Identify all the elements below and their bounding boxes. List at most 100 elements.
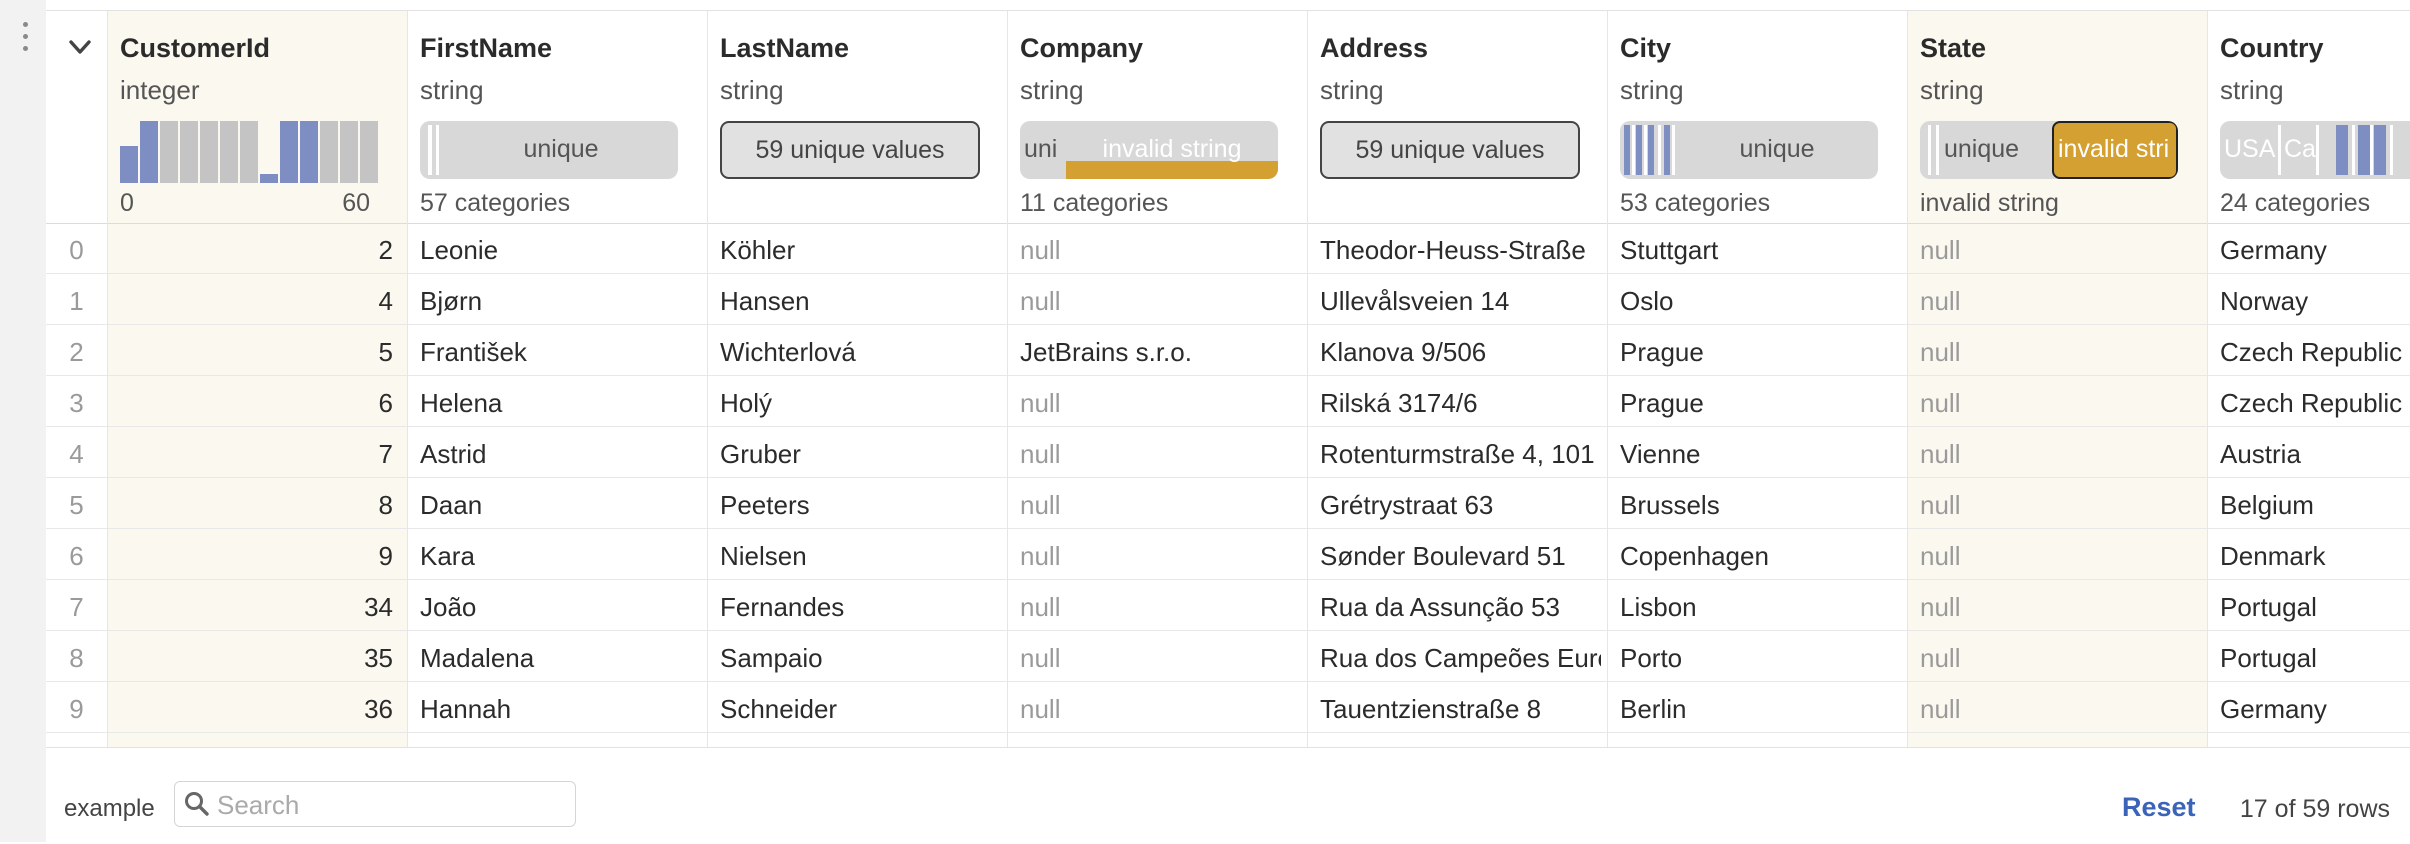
column-name[interactable]: LastName xyxy=(720,33,850,63)
cell-address[interactable]: Rua dos Campeões Euro xyxy=(1320,643,1601,673)
column-header[interactable]: LastName string 59 unique values xyxy=(708,11,1007,224)
histogram-bar[interactable] xyxy=(280,121,298,183)
cell-firstname[interactable]: Leonie xyxy=(420,235,499,265)
histogram-bar[interactable] xyxy=(160,121,178,183)
cell-city[interactable]: Copenhagen xyxy=(1620,541,1769,571)
column-name[interactable]: CustomerId xyxy=(120,33,271,63)
histogram-bar[interactable] xyxy=(320,121,338,183)
cell-company[interactable]: null xyxy=(1020,286,1061,316)
cell-country[interactable]: Germany xyxy=(2220,235,2327,265)
cell-country[interactable]: Portugal xyxy=(2220,643,2317,673)
cell-address[interactable]: Rilská 3174/6 xyxy=(1320,388,1478,418)
unique-values-box[interactable]: 59 unique values xyxy=(1320,121,1580,179)
cell-state[interactable]: null xyxy=(1920,694,1961,724)
cell-lastname[interactable]: Nielsen xyxy=(720,541,807,571)
column-name[interactable]: Address xyxy=(1320,33,1429,63)
cell-city[interactable]: Stuttgart xyxy=(1620,235,1719,265)
histogram-bar[interactable] xyxy=(360,121,378,183)
invalid-segment[interactable]: invalid stri xyxy=(2052,121,2178,179)
cell-city[interactable]: Prague xyxy=(1620,337,1704,367)
cell-city[interactable]: Brussels xyxy=(1620,490,1720,520)
cell-lastname[interactable]: Hansen xyxy=(720,286,810,316)
cell-customerid[interactable]: 5 xyxy=(378,337,393,367)
cell-company[interactable]: null xyxy=(1020,541,1061,571)
value-summary-bar[interactable]: unique xyxy=(1620,121,1878,179)
cell-city[interactable]: Vienne xyxy=(1620,439,1701,469)
column-header[interactable]: Country string USA Ca 24 categories xyxy=(2208,11,2410,224)
cell-state[interactable]: null xyxy=(1920,337,1961,367)
cell-address[interactable]: Rotenturmstraße 4, 101 xyxy=(1320,439,1595,469)
cell-company[interactable]: null xyxy=(1020,694,1061,724)
cell-customerid[interactable]: 9 xyxy=(378,541,393,571)
cell-firstname[interactable]: Astrid xyxy=(420,439,487,469)
cell-country[interactable]: Czech Republic xyxy=(2220,388,2403,418)
cell-customerid[interactable]: 7 xyxy=(378,439,393,469)
reset-button[interactable]: Reset xyxy=(2122,792,2196,822)
cell-state[interactable]: null xyxy=(1920,388,1961,418)
cell-firstname[interactable]: Hannah xyxy=(420,694,512,724)
column-name[interactable]: Company xyxy=(1020,33,1144,63)
chevron-down-icon[interactable] xyxy=(68,35,92,59)
histogram-bar[interactable] xyxy=(260,174,278,183)
cell-address[interactable]: Theodor-Heuss-Straße xyxy=(1320,235,1586,265)
cell-state[interactable]: null xyxy=(1920,643,1961,673)
histogram-bar[interactable] xyxy=(120,146,138,183)
cell-firstname[interactable]: Madalena xyxy=(420,643,535,673)
histogram-bar[interactable] xyxy=(240,121,258,183)
cell-address[interactable]: Tauentzienstraße 8 xyxy=(1320,694,1542,724)
cell-address[interactable]: Rua da Assunção 53 xyxy=(1320,592,1560,622)
cell-country[interactable]: Germany xyxy=(2220,694,2327,724)
cell-city[interactable]: Prague xyxy=(1620,388,1704,418)
cell-lastname[interactable]: Holý xyxy=(720,388,773,418)
value-summary-bar[interactable]: unique xyxy=(420,121,678,179)
cell-address[interactable]: Ullevålsveien 14 xyxy=(1320,286,1510,316)
cell-city[interactable]: Oslo xyxy=(1620,286,1674,316)
cell-company[interactable]: null xyxy=(1020,439,1061,469)
cell-customerid[interactable]: 35 xyxy=(364,643,393,673)
cell-state[interactable]: null xyxy=(1920,541,1961,571)
cell-company[interactable]: null xyxy=(1020,388,1061,418)
cell-state[interactable]: null xyxy=(1920,592,1961,622)
histogram-bar[interactable] xyxy=(140,121,158,183)
column-header[interactable]: Address string 59 unique values xyxy=(1308,11,1607,224)
cell-country[interactable]: Denmark xyxy=(2220,541,2326,571)
cell-company[interactable]: null xyxy=(1020,490,1061,520)
search-box[interactable] xyxy=(174,781,576,827)
cell-country[interactable]: Belgium xyxy=(2220,490,2314,520)
unique-values-box[interactable]: 59 unique values xyxy=(720,121,980,179)
column-name[interactable]: State xyxy=(1920,33,1987,63)
column-name[interactable]: City xyxy=(1620,33,1672,63)
cell-city[interactable]: Berlin xyxy=(1620,694,1687,724)
column-header[interactable]: CustomerId integer 0 60 xyxy=(108,11,407,224)
cell-company[interactable]: null xyxy=(1020,592,1061,622)
cell-lastname[interactable]: Köhler xyxy=(720,235,796,265)
histogram[interactable] xyxy=(120,121,380,183)
cell-lastname[interactable]: Schneider xyxy=(720,694,838,724)
cell-city[interactable]: Lisbon xyxy=(1620,592,1697,622)
cell-lastname[interactable]: Fernandes xyxy=(720,592,845,622)
cell-city[interactable]: Porto xyxy=(1620,643,1683,673)
search-input[interactable] xyxy=(215,788,559,822)
column-name[interactable]: FirstName xyxy=(420,33,553,63)
cell-lastname[interactable]: Peeters xyxy=(720,490,810,520)
kebab-menu-icon[interactable] xyxy=(20,22,30,56)
cell-customerid[interactable]: 4 xyxy=(378,286,393,316)
cell-address[interactable]: Sønder Boulevard 51 xyxy=(1320,541,1566,571)
cell-firstname[interactable]: František xyxy=(420,337,527,367)
cell-country[interactable]: Austria xyxy=(2220,439,2301,469)
cell-state[interactable]: null xyxy=(1920,490,1961,520)
cell-company[interactable]: null xyxy=(1020,235,1061,265)
histogram-bar[interactable] xyxy=(200,121,218,183)
cell-firstname[interactable]: Daan xyxy=(420,490,483,520)
cell-firstname[interactable]: João xyxy=(420,592,477,622)
column-name[interactable]: Country xyxy=(2220,33,2324,63)
histogram-bar[interactable] xyxy=(300,121,318,183)
cell-customerid[interactable]: 6 xyxy=(378,388,393,418)
cell-firstname[interactable]: Bjørn xyxy=(420,286,483,316)
histogram-bar[interactable] xyxy=(220,121,238,183)
cell-customerid[interactable]: 36 xyxy=(364,694,393,724)
column-header[interactable]: Company string uni invalid string 11 categor… xyxy=(1008,11,1307,224)
column-header[interactable]: City string unique 53 categories xyxy=(1608,11,1907,224)
cell-lastname[interactable]: Sampaio xyxy=(720,643,823,673)
cell-customerid[interactable]: 2 xyxy=(378,235,393,265)
